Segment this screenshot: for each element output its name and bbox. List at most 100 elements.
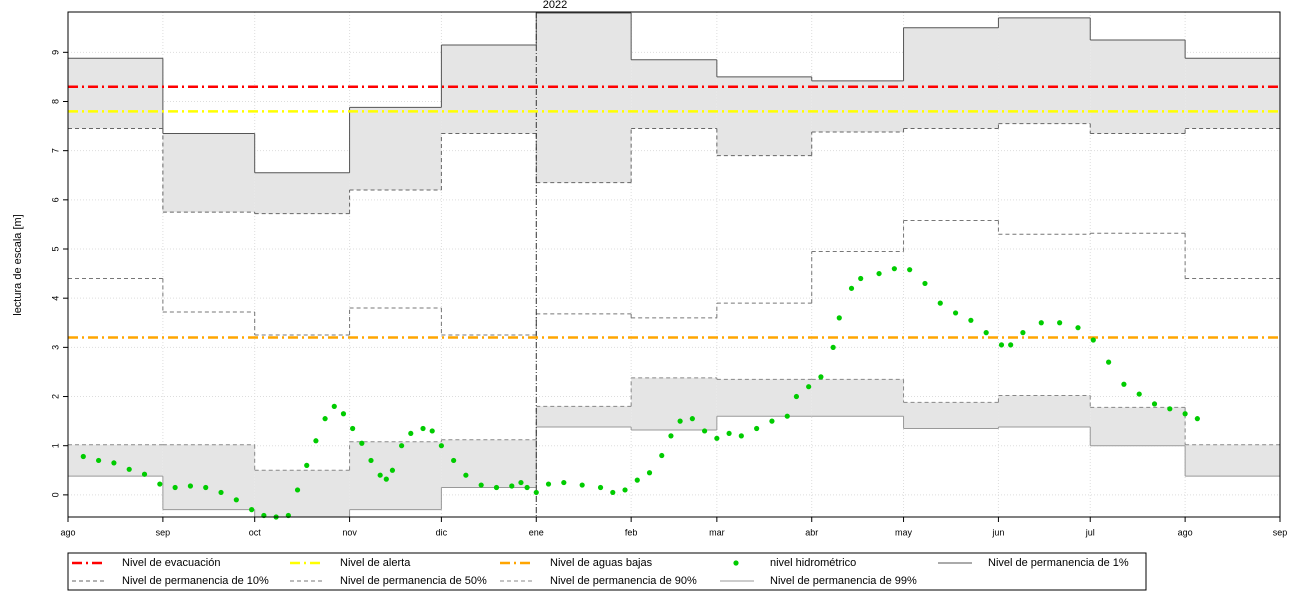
point — [478, 482, 484, 488]
point — [634, 477, 640, 483]
point — [313, 438, 319, 444]
point — [579, 482, 585, 488]
point — [876, 270, 882, 277]
band — [68, 444, 163, 477]
point — [968, 317, 974, 323]
point — [769, 418, 775, 424]
point — [389, 467, 396, 473]
x-tick-label: oct — [249, 527, 262, 537]
point — [659, 452, 665, 459]
point — [1020, 330, 1026, 336]
point — [646, 470, 653, 476]
point — [141, 471, 148, 477]
point — [1136, 391, 1142, 397]
y-tick-label: 4 — [50, 296, 60, 301]
point — [1106, 359, 1112, 365]
legend-label: nivel hidrométrico — [770, 557, 856, 569]
x-tick-label: ene — [529, 527, 544, 537]
y-tick-label: 3 — [50, 345, 60, 350]
band — [349, 441, 442, 510]
point — [689, 416, 695, 422]
point — [157, 481, 163, 487]
x-tick-label: mar — [709, 527, 725, 537]
bands — [68, 12, 1280, 517]
point — [509, 483, 515, 489]
point — [80, 453, 86, 460]
x-tick-label: may — [895, 527, 913, 537]
point — [524, 484, 530, 491]
band — [1090, 407, 1186, 446]
x-tick-label: sep — [1273, 527, 1288, 537]
legend-symbol — [733, 560, 739, 566]
point — [952, 310, 959, 316]
point — [518, 479, 524, 486]
point — [1090, 337, 1096, 343]
point — [399, 443, 405, 449]
y-tick-label: 0 — [50, 492, 60, 497]
point — [726, 430, 732, 437]
point — [784, 413, 790, 419]
x-tick-label: sep — [156, 527, 171, 537]
band — [716, 76, 812, 156]
legend-box — [67, 552, 1147, 591]
legend-label: Nivel de permanencia de 1% — [988, 557, 1129, 569]
point — [793, 393, 800, 400]
point — [891, 266, 897, 272]
y-tick-label: 5 — [50, 247, 60, 252]
point — [322, 416, 328, 422]
point — [677, 418, 683, 424]
point — [1121, 381, 1127, 387]
x-tick-label: ago — [60, 527, 75, 537]
point — [848, 285, 855, 291]
point — [738, 433, 744, 439]
band — [254, 172, 350, 214]
point — [420, 425, 426, 432]
point — [304, 462, 310, 468]
band — [998, 395, 1091, 428]
point — [1008, 342, 1014, 348]
band — [811, 80, 904, 132]
point — [836, 315, 842, 321]
point — [429, 428, 435, 434]
y-tick-label: 7 — [50, 148, 60, 153]
point — [1194, 416, 1200, 422]
point — [1057, 320, 1063, 326]
legend-label: Nivel de evacuación — [122, 557, 220, 569]
point — [806, 384, 812, 390]
point — [597, 484, 604, 491]
legend-label: Nivel de alerta — [340, 557, 411, 569]
band — [998, 17, 1091, 124]
point — [907, 267, 913, 273]
point — [218, 489, 224, 496]
band — [441, 439, 537, 488]
annotation: 2022 — [543, 0, 567, 11]
point — [359, 440, 365, 446]
point — [111, 460, 117, 466]
band — [1185, 58, 1280, 129]
y-axis-label: lectura de escala [m] — [12, 214, 24, 316]
plot-frame — [67, 11, 1281, 518]
point — [1151, 401, 1158, 407]
point — [493, 484, 500, 491]
x-tick-label: nov — [342, 527, 357, 537]
point — [1167, 406, 1173, 412]
point — [172, 484, 178, 491]
point — [126, 466, 132, 472]
y-tick-label: 9 — [50, 50, 60, 55]
point — [438, 443, 444, 449]
band — [536, 406, 632, 428]
point — [702, 428, 708, 434]
point — [463, 472, 469, 478]
point — [983, 330, 989, 336]
y-tick-label: 8 — [50, 99, 60, 104]
band — [162, 133, 255, 213]
point — [294, 487, 301, 493]
point — [610, 489, 616, 496]
band — [68, 58, 163, 129]
band — [631, 377, 717, 430]
x-tick-label: dic — [436, 527, 448, 537]
point — [858, 275, 864, 282]
legend-label: Nivel de permanencia de 50% — [340, 575, 487, 587]
y-tick-label: 6 — [50, 197, 60, 202]
